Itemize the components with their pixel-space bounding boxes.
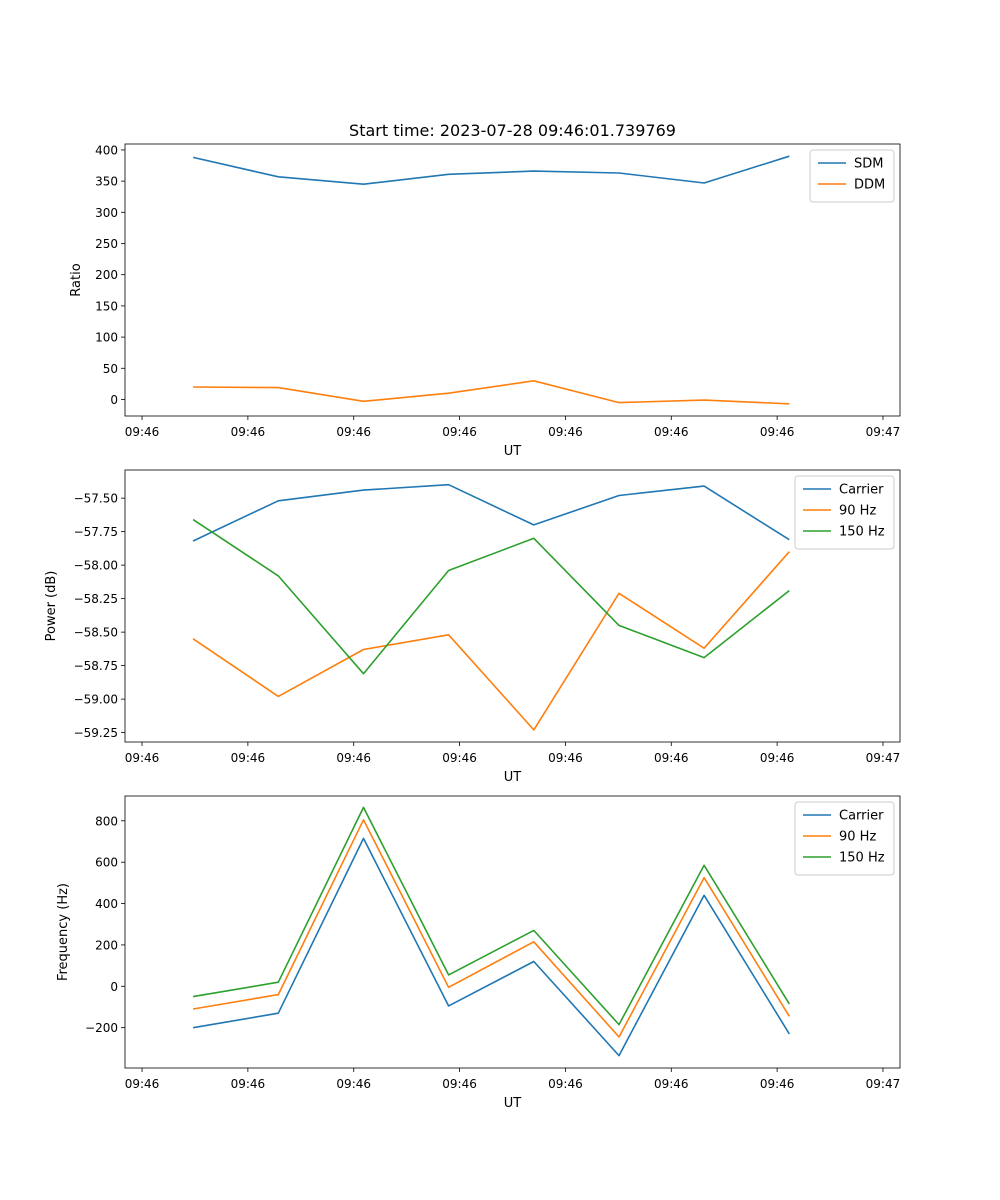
x-tick-label: 09:46 xyxy=(442,1077,477,1091)
x-tick-label: 09:46 xyxy=(548,425,583,439)
y-tick-label: −58.50 xyxy=(74,626,118,640)
y-tick-label: 350 xyxy=(95,175,118,189)
legend-label: Carrier xyxy=(839,483,884,498)
series-line-carrier xyxy=(192,483,790,542)
ratio-panel: 09:46 09:46 09:46 09:46 09:46 09:46 09:46 09:47… xyxy=(69,143,901,459)
x-axis-label: UT xyxy=(504,1096,522,1111)
y-tick-label: −57.75 xyxy=(74,525,118,539)
series-line-90-hz xyxy=(192,551,790,731)
x-tick-label: 09:46 xyxy=(760,1077,795,1091)
x-tick-label: 09:46 xyxy=(760,751,795,765)
y-tick-label: 100 xyxy=(95,331,118,345)
axes-frame xyxy=(124,795,901,1069)
x-tick-label: 09:46 xyxy=(654,425,689,439)
y-tick-label: 800 xyxy=(95,814,118,828)
y-tick-label: 200 xyxy=(95,938,118,952)
series-line-carrier xyxy=(192,837,790,1057)
x-tick-label: 09:46 xyxy=(336,1077,371,1091)
x-tick-label: 09:46 xyxy=(231,425,266,439)
y-tick-label: 0 xyxy=(110,980,118,994)
axes-frame xyxy=(124,143,901,417)
y-axis-label: Frequency (Hz) xyxy=(56,883,71,981)
x-tick-label: 09:47 xyxy=(866,425,901,439)
legend-label: 150 Hz xyxy=(839,851,885,866)
x-tick-label: 09:46 xyxy=(548,751,583,765)
y-tick-label: −58.75 xyxy=(74,659,118,673)
y-tick-label: 150 xyxy=(95,299,118,313)
legend-label: DDM xyxy=(854,178,885,193)
series-line-ddm xyxy=(193,379,790,405)
y-tick-label: −57.50 xyxy=(74,492,118,506)
y-tick-label: 300 xyxy=(95,206,118,220)
x-tick-label: 09:46 xyxy=(654,1077,689,1091)
x-tick-label: 09:46 xyxy=(125,425,160,439)
y-tick-label: 600 xyxy=(95,856,118,870)
y-tick-label: −200 xyxy=(85,1021,118,1035)
y-axis-label: Power (dB) xyxy=(44,571,59,642)
y-tick-label: 250 xyxy=(95,237,118,251)
chart-title: Start time: 2023-07-28 09:46:01.739769 xyxy=(349,121,676,140)
y-tick-label: 200 xyxy=(95,268,118,282)
legend-label: SDM xyxy=(854,157,883,172)
series-line-sdm xyxy=(192,155,790,185)
legend-label: 90 Hz xyxy=(839,504,876,519)
x-tick-label: 09:47 xyxy=(866,751,901,765)
power-panel: 09:46 09:46 09:46 09:46 09:46 09:46 09:46 09:47… xyxy=(44,469,901,785)
x-tick-label: 09:46 xyxy=(442,751,477,765)
y-tick-label: −58.25 xyxy=(74,592,118,606)
y-tick-label: −58.00 xyxy=(74,559,118,573)
y-tick-label: 50 xyxy=(103,362,118,376)
legend-label: Carrier xyxy=(839,809,884,824)
series-line-90-hz xyxy=(192,818,790,1038)
x-tick-label: 09:46 xyxy=(548,1077,583,1091)
frequency-panel: 09:46 09:46 09:46 09:46 09:46 09:46 09:46 09:47… xyxy=(56,795,901,1111)
series-line-150-hz xyxy=(192,806,790,1026)
axes-frame xyxy=(124,469,901,743)
y-tick-label: 400 xyxy=(95,897,118,911)
y-tick-label: 0 xyxy=(110,393,118,407)
y-tick-label: 400 xyxy=(95,143,118,157)
series-line-150-hz xyxy=(192,518,790,675)
x-tick-label: 09:46 xyxy=(125,1077,160,1091)
x-axis-label: UT xyxy=(504,770,522,785)
legend-label: 90 Hz xyxy=(839,830,876,845)
x-tick-label: 09:46 xyxy=(231,751,266,765)
x-tick-label: 09:46 xyxy=(336,751,371,765)
x-tick-label: 09:46 xyxy=(654,751,689,765)
x-tick-label: 09:47 xyxy=(866,1077,901,1091)
x-tick-label: 09:46 xyxy=(336,425,371,439)
x-tick-label: 09:46 xyxy=(442,425,477,439)
x-tick-label: 09:46 xyxy=(125,751,160,765)
x-axis-label: UT xyxy=(504,444,522,459)
legend-label: 150 Hz xyxy=(839,525,885,540)
x-tick-label: 09:46 xyxy=(231,1077,266,1091)
y-axis-label: Ratio xyxy=(69,263,84,296)
y-tick-label: −59.00 xyxy=(74,693,118,707)
y-tick-label: −59.25 xyxy=(74,726,118,740)
x-tick-label: 09:46 xyxy=(760,425,795,439)
